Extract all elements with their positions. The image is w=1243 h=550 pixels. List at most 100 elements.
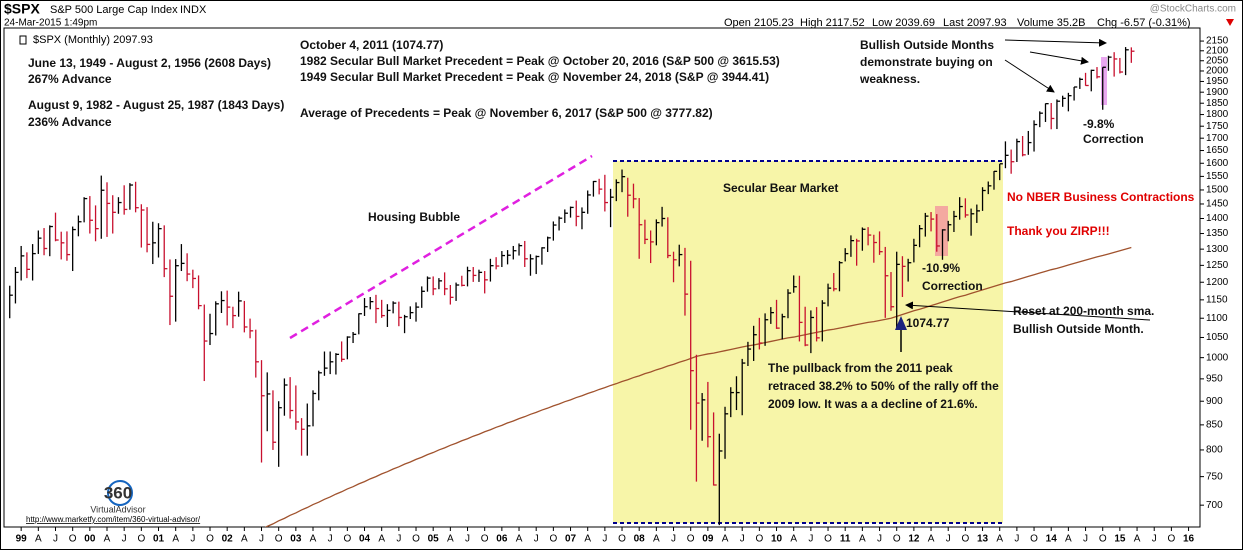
quote-change: Chg -6.57 (-0.31%) bbox=[1097, 17, 1191, 29]
x-tick-label: A bbox=[859, 534, 866, 545]
x-tick-label: A bbox=[172, 534, 179, 545]
symbol: $SPX bbox=[4, 1, 40, 17]
source: @StockCharts.com bbox=[1150, 4, 1236, 15]
annotation: October 4, 2011 (1074.77) bbox=[300, 38, 443, 52]
annotation: 1982 Secular Bull Market Precedent = Pea… bbox=[300, 54, 780, 68]
y-tick-label: 800 bbox=[1206, 445, 1223, 456]
annotation: 236% Advance bbox=[28, 115, 112, 129]
annotation: 267% Advance bbox=[28, 72, 112, 86]
x-tick-label: A bbox=[1065, 534, 1072, 545]
annotation: Correction bbox=[1083, 132, 1144, 146]
y-tick-label: 1850 bbox=[1206, 98, 1229, 109]
x-tick-label: A bbox=[104, 534, 111, 545]
logo-text: VirtualAdvisor bbox=[90, 504, 145, 514]
arrow bbox=[905, 301, 1151, 321]
logo-mark: 360 bbox=[104, 483, 132, 502]
timestamp: 24-Mar-2015 1:49pm bbox=[4, 18, 97, 29]
x-tick-label: A bbox=[928, 534, 935, 545]
exchange: INDX bbox=[180, 4, 207, 16]
x-tick-label: O bbox=[961, 534, 969, 545]
annotation: June 13, 1949 - August 2, 1956 (2608 Day… bbox=[28, 56, 271, 70]
y-tick-label: 1650 bbox=[1206, 145, 1229, 156]
x-tick-label: A bbox=[241, 534, 248, 545]
y-tick-label: 750 bbox=[1206, 471, 1223, 482]
annotation: Correction bbox=[922, 279, 983, 293]
x-tick-label: O bbox=[755, 534, 763, 545]
x-tick-label: O bbox=[824, 534, 832, 545]
x-tick-label: O bbox=[549, 534, 557, 545]
y-tick-label: 1950 bbox=[1206, 76, 1229, 87]
x-tick-label: J bbox=[1014, 534, 1019, 545]
annotation: No NBER Business Contractions bbox=[1007, 190, 1195, 204]
y-tick-label: 1200 bbox=[1206, 277, 1229, 288]
arrow bbox=[1029, 51, 1089, 65]
y-tick-label: 1450 bbox=[1206, 199, 1229, 210]
y-tick-label: 1150 bbox=[1206, 294, 1228, 305]
annotation: Reset at 200-month sma. bbox=[1013, 304, 1154, 318]
x-tick-label: O bbox=[481, 534, 489, 545]
housing-trend bbox=[289, 154, 593, 340]
annotation: retraced 38.2% to 50% of the rally off t… bbox=[768, 379, 999, 393]
x-tick-label: J bbox=[740, 534, 745, 545]
annotation: Average of Precedents = Peak @ November … bbox=[300, 106, 713, 120]
quote-open: Open 2105.23 bbox=[724, 17, 794, 29]
y-tick-label: 1350 bbox=[1206, 228, 1229, 239]
arrow bbox=[1004, 59, 1055, 93]
url: http://www.marketfy.com/item/360-virtual… bbox=[26, 515, 201, 524]
annotation: 1949 Secular Bull Market Precedent = Pea… bbox=[300, 70, 769, 84]
x-tick-label: J bbox=[465, 534, 470, 545]
x-tick-label: A bbox=[722, 534, 729, 545]
y-tick-label: 2100 bbox=[1206, 45, 1229, 56]
x-tick-label: 06 bbox=[496, 534, 508, 545]
y-tick-label: 1000 bbox=[1206, 352, 1229, 363]
x-tick-label: O bbox=[343, 534, 351, 545]
y-tick-label: 1550 bbox=[1206, 171, 1229, 182]
x-tick-label: J bbox=[122, 534, 127, 545]
y-tick-label: 1750 bbox=[1206, 121, 1229, 132]
y-tick-label: 950 bbox=[1206, 374, 1223, 385]
marks bbox=[9, 47, 1135, 527]
quote-low: Low 2039.69 bbox=[872, 17, 935, 29]
x-tick-label: 01 bbox=[153, 534, 165, 545]
x-tick-label: 03 bbox=[290, 534, 302, 545]
x-tick-label: A bbox=[996, 534, 1003, 545]
annotation: Housing Bubble bbox=[368, 210, 460, 224]
correction-box bbox=[935, 206, 948, 256]
x-tick-label: A bbox=[35, 534, 42, 545]
x-tick-label: J bbox=[671, 534, 676, 545]
x-tick-label: A bbox=[584, 534, 591, 545]
x-tick-label: A bbox=[310, 534, 317, 545]
x-tick-label: A bbox=[653, 534, 660, 545]
x-tick-label: A bbox=[1134, 534, 1141, 545]
x-tick-label: O bbox=[1030, 534, 1038, 545]
logo-ring bbox=[107, 480, 133, 506]
x-tick-label: J bbox=[396, 534, 401, 545]
y-tick-label: 1600 bbox=[1206, 158, 1229, 169]
x-tick-label: O bbox=[893, 534, 901, 545]
x-tick-label: A bbox=[790, 534, 797, 545]
x-tick-label: 16 bbox=[1183, 534, 1195, 545]
quote-last: Last 2097.93 bbox=[943, 17, 1007, 29]
annotation: Bullish Outside Month. bbox=[1013, 322, 1144, 336]
y-tick-label: 1300 bbox=[1206, 244, 1229, 255]
annotation: weakness. bbox=[859, 72, 920, 86]
x-tick-label: 08 bbox=[634, 534, 646, 545]
x-tick-label: O bbox=[275, 534, 283, 545]
annotation: Secular Bear Market bbox=[723, 181, 838, 195]
x-tick-label: O bbox=[137, 534, 145, 545]
x-tick-label: 09 bbox=[702, 534, 714, 545]
x-tick-label: A bbox=[516, 534, 523, 545]
x-tick-label: A bbox=[378, 534, 385, 545]
x-tick-label: J bbox=[259, 534, 264, 545]
annotation: Bullish Outside Months bbox=[860, 38, 994, 52]
legend: $SPX (Monthly) 2097.93 bbox=[33, 34, 153, 46]
x-tick-label: 10 bbox=[771, 534, 783, 545]
y-tick-label: 1050 bbox=[1206, 332, 1229, 343]
y-tick-label: 700 bbox=[1206, 500, 1223, 511]
x-tick-label: 02 bbox=[222, 534, 234, 545]
quote-high: High 2117.52 bbox=[800, 17, 865, 29]
x-tick-label: 05 bbox=[428, 534, 440, 545]
annotation: Thank you ZIRP!!! bbox=[1007, 224, 1110, 238]
x-tick-label: J bbox=[53, 534, 58, 545]
legend-box bbox=[19, 35, 27, 45]
